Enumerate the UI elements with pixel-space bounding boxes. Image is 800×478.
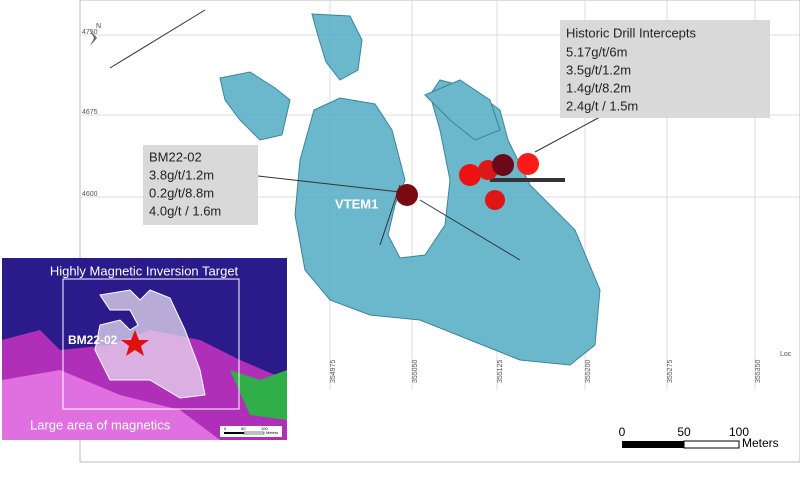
scale-segment (683, 440, 740, 449)
inset-extent (62, 278, 240, 410)
shape (294, 79, 601, 366)
leader-line (534, 116, 601, 153)
callout-box (143, 145, 258, 225)
grid-label: 355200 (585, 360, 592, 383)
section-line (109, 9, 206, 69)
inversion-body (219, 13, 601, 366)
grid-label: 355050 (412, 360, 419, 383)
intercepts (396, 153, 539, 210)
shape (311, 13, 363, 81)
scale-unit: Meters (742, 436, 779, 450)
scale-label: 100 (729, 425, 749, 439)
callout-line: 0.2g/t/8.8m (149, 185, 214, 200)
intercept (492, 154, 514, 176)
inset-scale-segment (243, 431, 265, 435)
intercept (517, 153, 539, 175)
callout-line: 3.8g/t/1.2m (149, 167, 214, 182)
corner-label: Loc (780, 351, 792, 358)
callout-line: 4.0g/t / 1.6m (149, 203, 221, 218)
magnetic-high (2, 370, 220, 440)
callout-line: 2.4g/t / 1.5m (566, 98, 638, 113)
callout-line: 5.17g/t/6m (566, 44, 627, 59)
grid-label: 4675 (82, 109, 98, 116)
scale-label: 50 (677, 425, 691, 439)
inset-scale-segment (224, 432, 244, 434)
callout: BM22-02 3.8g/t/1.2m 0.2g/t/8.8m 4.0g/t /… (143, 145, 258, 225)
north-arrow: N (96, 23, 101, 30)
north-icon (90, 30, 97, 46)
scale-bar: 0 50 100 Meters (619, 425, 779, 450)
inset-scale-label: 100 (261, 426, 268, 431)
inset-scale-label: 0 (224, 426, 227, 431)
callout-line: 3.5g/t/1.2m (566, 62, 631, 77)
scale-segment (622, 441, 684, 448)
inset-map: Highly Magnetic Inversion Target BM22-02… (2, 258, 287, 440)
callout-title: BM22-02 (149, 149, 202, 164)
grid-label: 4750 (82, 29, 98, 36)
leader-line (257, 175, 401, 193)
grid-label: 355350 (755, 360, 762, 383)
grid-label: 354975 (330, 360, 337, 383)
grid-label: 355275 (667, 360, 674, 383)
inset-scale-box (220, 426, 282, 437)
shape (219, 71, 291, 141)
intercept (396, 184, 418, 206)
inset-scale-label: 50 (241, 426, 246, 431)
callout-line: 1.4g/t/8.2m (566, 80, 631, 95)
inset-title: Highly Magnetic Inversion Target (50, 263, 239, 278)
intercept (459, 164, 481, 186)
scale-label: 0 (619, 425, 626, 439)
inset-caption: Large area of magnetics (30, 417, 171, 432)
callout-box (560, 20, 770, 118)
inset-scale-unit: Meters (266, 430, 278, 435)
callout: Historic Drill Intercepts 5.17g/t/6m 3.5… (560, 20, 770, 118)
grid-label: 355125 (497, 360, 504, 383)
hole-star (121, 330, 149, 356)
intercept (485, 190, 505, 210)
hole-label: BM22-02 (68, 333, 118, 347)
grid-label: 4600 (82, 191, 98, 198)
drill-trace (419, 199, 521, 261)
target-outline (94, 289, 206, 399)
callout-title: Historic Drill Intercepts (566, 25, 697, 40)
magnetic-gradient (230, 370, 287, 420)
target-label: VTEM1 (335, 196, 378, 211)
shape (424, 79, 501, 141)
